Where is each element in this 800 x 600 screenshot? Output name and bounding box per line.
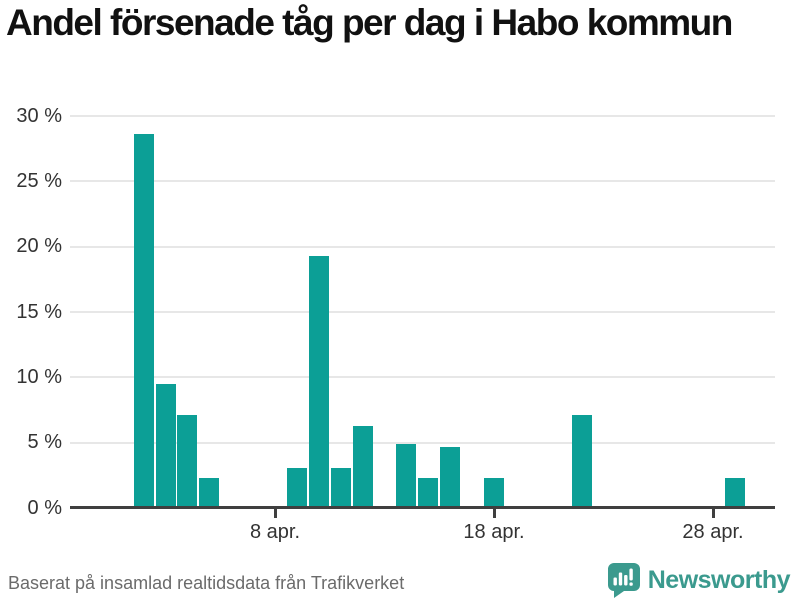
y-axis-label-20: 20 %	[16, 235, 62, 258]
x-tick-28-apr	[711, 508, 715, 518]
gridline-5	[70, 441, 775, 444]
bar-22-apr	[571, 415, 592, 508]
bar-15-apr	[418, 477, 439, 508]
bar-18-apr	[484, 477, 504, 508]
bar-29-apr	[724, 477, 745, 508]
gridline-25	[70, 180, 775, 183]
y-axis-label-5: 5 %	[27, 431, 62, 454]
y-axis-label-0: 0 %	[27, 496, 62, 519]
newsworthy-logo-text: Newsworthy	[647, 566, 791, 594]
x-axis-label-8-apr: 8 apr.	[249, 521, 301, 543]
bar-2-apr	[133, 134, 154, 508]
y-axis-label-10: 10 %	[16, 365, 62, 388]
bar-16-apr	[440, 446, 461, 508]
gridline-10	[70, 376, 775, 379]
source-note: Baserat på insamlad realtidsdata från Tr…	[8, 573, 405, 593]
x-axis-line	[70, 506, 775, 509]
bar-11-apr	[330, 467, 351, 508]
gridline-30	[70, 115, 775, 117]
newsworthy-logo: Newsworthy	[607, 562, 791, 598]
bar-12-apr	[352, 425, 373, 508]
x-tick-8-apr	[273, 508, 277, 518]
plot-area	[70, 106, 775, 509]
bar-5-apr	[199, 477, 220, 508]
bar-4-apr	[177, 415, 198, 508]
y-axis-label-15: 15 %	[16, 300, 62, 323]
x-tick-18-apr	[492, 508, 496, 518]
y-axis-label-30: 30 %	[16, 104, 62, 127]
bar-10-apr	[308, 255, 329, 508]
gridline-15	[70, 311, 775, 313]
y-axis-label-25: 25 %	[16, 169, 62, 192]
bar-9-apr	[286, 467, 307, 508]
x-axis-label-18-apr: 18 apr.	[463, 521, 525, 543]
bar-3-apr	[155, 383, 176, 508]
chart-title: Andel försenade tåg per dag i Habo kommu…	[6, 2, 733, 43]
bar-14-apr	[396, 443, 417, 508]
newsworthy-bubble-chart-icon	[607, 562, 640, 598]
x-axis-label-28-apr: 28 apr.	[682, 521, 744, 543]
gridline-20	[70, 245, 775, 248]
